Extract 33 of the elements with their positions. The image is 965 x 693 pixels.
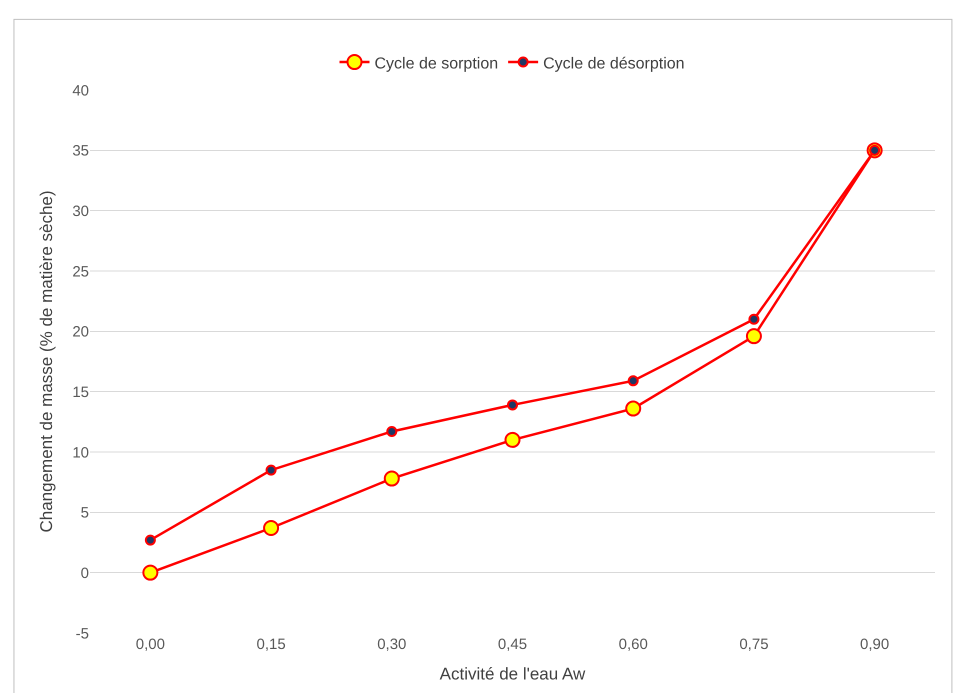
point xyxy=(748,314,760,325)
point xyxy=(142,564,158,581)
y-tick-label: 40 xyxy=(72,82,89,100)
point xyxy=(628,375,639,386)
point xyxy=(746,328,762,344)
x-axis-title: Activité de l'eau Aw xyxy=(440,664,586,684)
point xyxy=(263,520,280,536)
x-tick-label: 0,75 xyxy=(739,636,769,653)
y-tick-label: 15 xyxy=(72,384,89,401)
point xyxy=(266,464,277,476)
point xyxy=(625,400,642,417)
point xyxy=(504,432,520,448)
legend-label: Cycle de désorption xyxy=(543,55,685,72)
y-tick-label: 5 xyxy=(80,504,89,522)
x-tick-label: 0,00 xyxy=(136,636,165,653)
x-tick-label: 0,45 xyxy=(498,636,528,653)
y-tick-label: 0 xyxy=(80,564,89,582)
x-tick-label: 0,60 xyxy=(618,636,648,653)
point xyxy=(384,470,400,487)
x-tick-label: 0,90 xyxy=(860,636,890,653)
y-tick-label: 10 xyxy=(72,444,89,462)
legend-label: Cycle de sorption xyxy=(374,55,498,72)
y-tick-label: 30 xyxy=(72,202,89,220)
y-tick-label: 25 xyxy=(72,263,89,280)
x-tick-label: 0,15 xyxy=(256,636,286,653)
y-tick-label: 35 xyxy=(72,142,89,160)
x-tick-label: 0,30 xyxy=(377,636,406,653)
point xyxy=(386,426,398,437)
y-tick-label: -5 xyxy=(76,625,89,642)
point xyxy=(144,534,156,546)
y-axis-title: Changement de masse (% de matière sèche) xyxy=(36,190,56,533)
y-tick-label: 20 xyxy=(72,324,89,341)
point xyxy=(507,399,518,410)
